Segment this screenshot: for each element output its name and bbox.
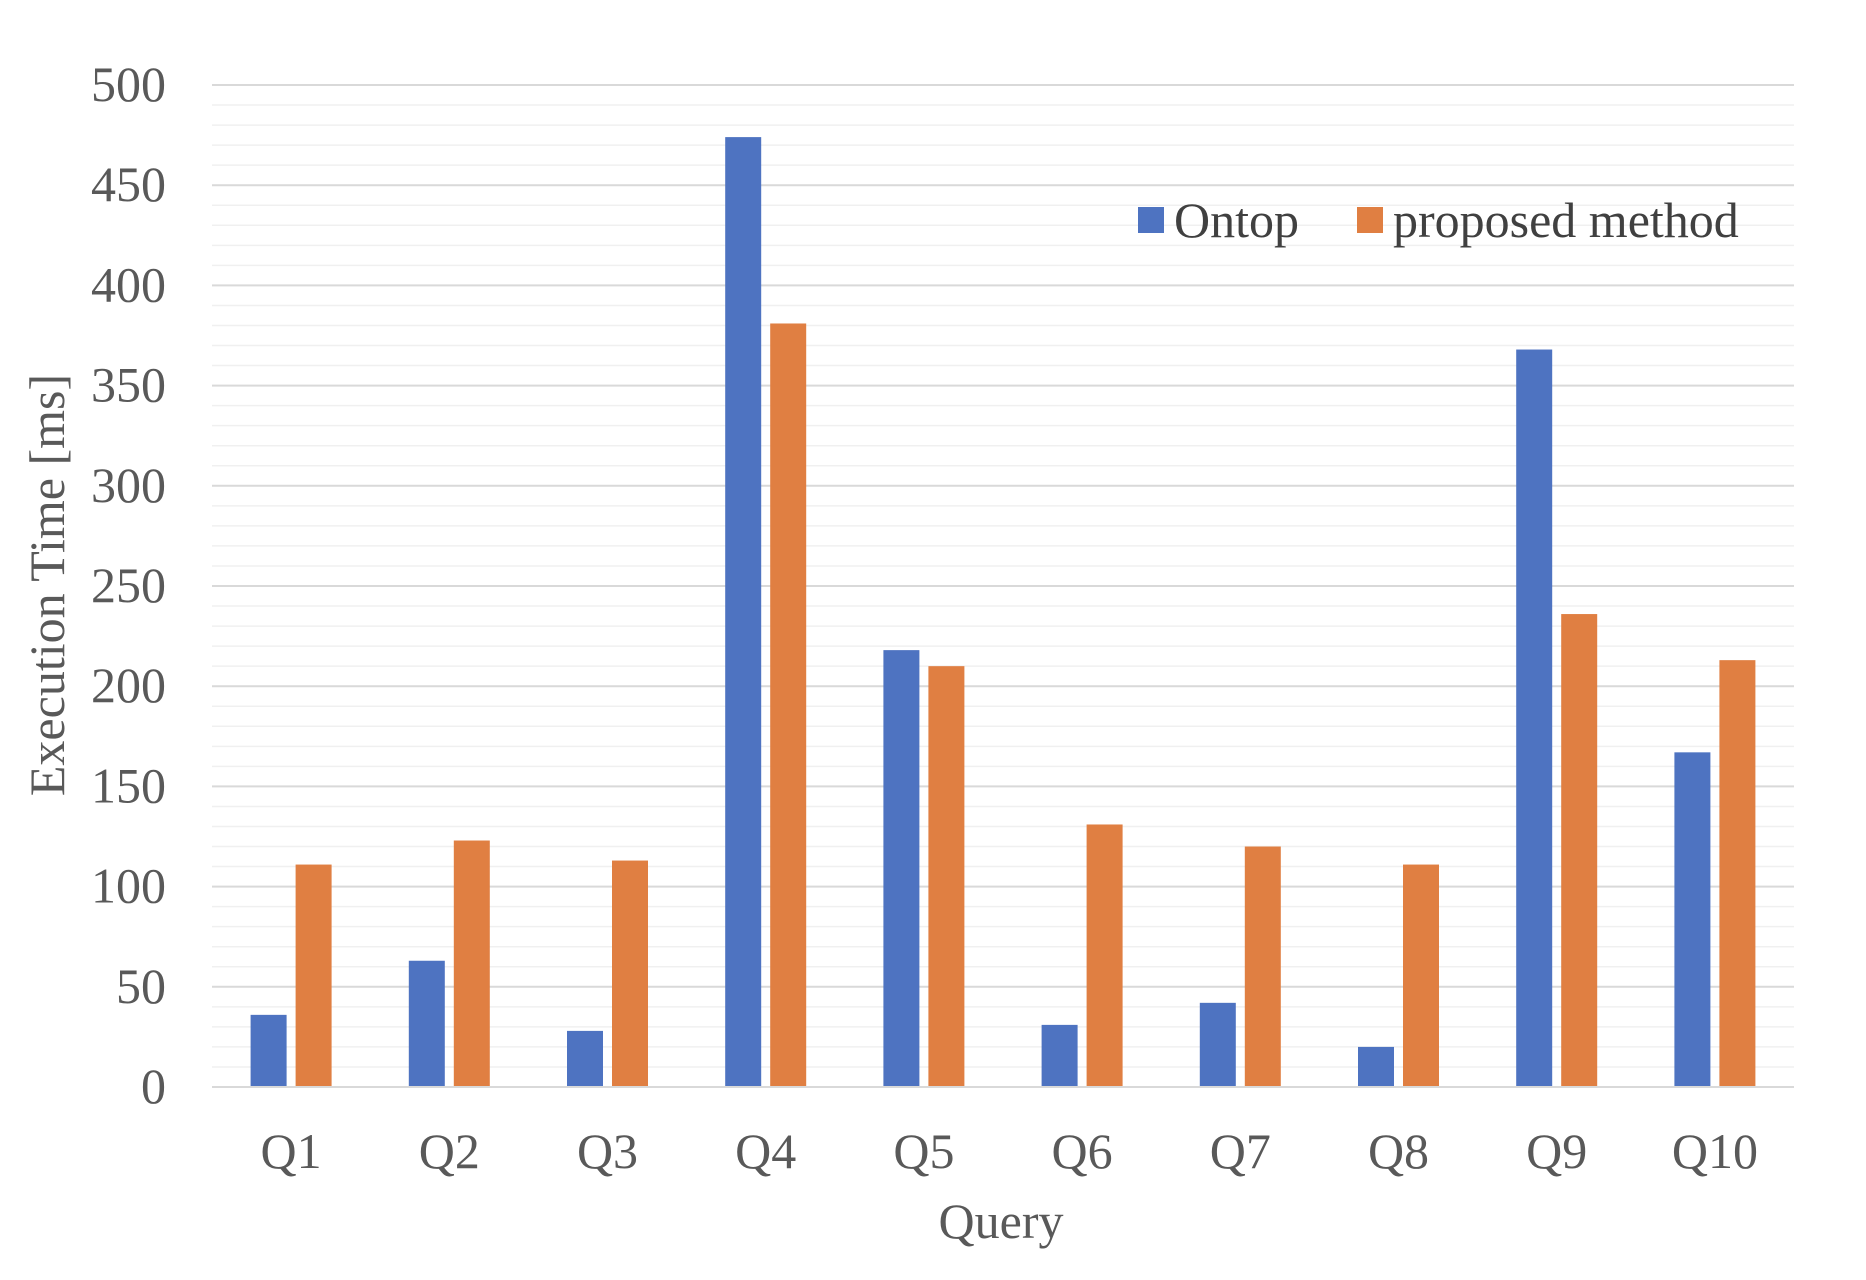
bar-ontop-q9 [1516,349,1553,1087]
bar-ontop-q3 [567,1030,603,1087]
bar-proposed-method-q9 [1561,614,1598,1087]
bar-ontop-q1 [250,1014,287,1087]
bar-proposed-method-q3 [612,860,648,1087]
bar-proposed-method-q8 [1403,864,1439,1087]
y-tick-label: 0 [141,1058,166,1114]
y-tick-label: 50 [116,958,166,1014]
legend-swatch-ontop [1138,207,1164,233]
bar-ontop-q10 [1674,752,1711,1087]
x-tick-label: Q7 [1210,1123,1271,1179]
y-tick-label: 300 [91,457,166,513]
bar-ontop-q5 [883,650,920,1087]
y-tick-label: 350 [91,357,166,413]
x-tick-label: Q4 [735,1123,796,1179]
x-axis-ticks: Q1 Q2 Q3 Q4 Q5 Q6 Q7 Q8 Q9 Q10 [261,1123,1758,1179]
x-tick-label: Q5 [893,1123,954,1179]
bar-ontop-q7 [1199,1002,1236,1087]
bar-proposed-method-q1 [295,864,332,1087]
y-tick-label: 450 [91,156,166,212]
x-tick-label: Q8 [1368,1123,1429,1179]
y-axis-ticks: 0 50 100 150 200 250 300 350 400 450 500 [91,56,166,1114]
y-tick-label: 100 [91,858,166,914]
y-tick-label: 200 [91,657,166,713]
bar-ontop-q8 [1358,1046,1394,1087]
bar-proposed-method-q2 [453,840,490,1087]
legend-swatch-proposed-method [1357,207,1383,233]
bar-proposed-method-q4 [770,323,807,1087]
bar-ontop-q2 [408,960,445,1087]
y-tick-label: 500 [91,56,166,112]
bar-proposed-method-q10 [1719,660,1756,1087]
bars [250,137,1756,1087]
x-tick-label: Q1 [261,1123,322,1179]
x-tick-label: Q6 [1052,1123,1113,1179]
bar-ontop-q4 [725,137,762,1087]
x-tick-label: Q10 [1672,1123,1758,1179]
legend-label-ontop: Ontop [1174,192,1299,248]
x-tick-label: Q9 [1526,1123,1587,1179]
x-tick-label: Q3 [577,1123,638,1179]
x-tick-label: Q2 [419,1123,480,1179]
x-axis-title: Query [939,1193,1064,1249]
legend: Ontop proposed method [1138,192,1739,248]
bar-proposed-method-q5 [928,666,965,1087]
bar-proposed-method-q7 [1244,846,1281,1087]
bar-ontop-q6 [1041,1024,1078,1087]
y-tick-label: 400 [91,256,166,312]
y-axis-title: Execution Time [ms] [19,374,75,796]
bar-proposed-method-q6 [1086,824,1123,1087]
y-tick-label: 250 [91,557,166,613]
y-tick-label: 150 [91,757,166,813]
legend-label-proposed-method: proposed method [1393,192,1739,248]
